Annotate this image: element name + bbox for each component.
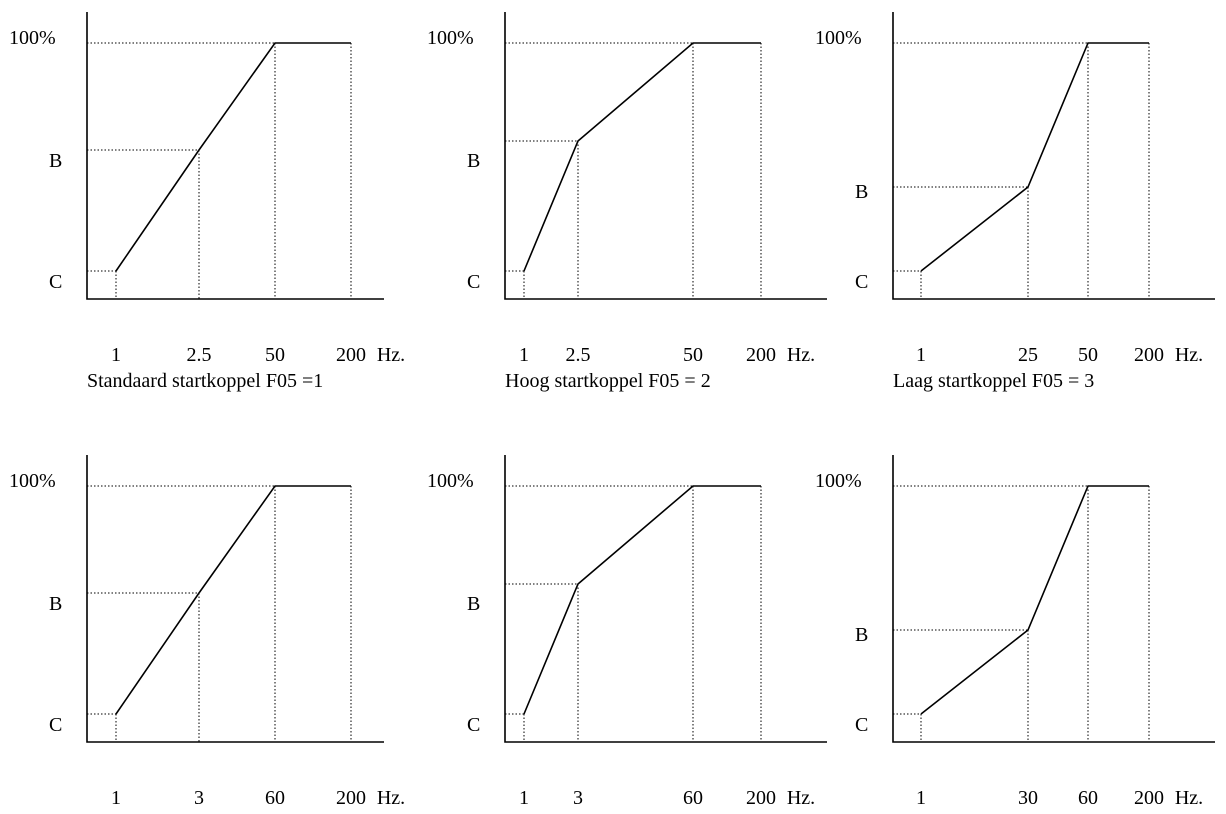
panel-6-axes bbox=[892, 455, 1215, 743]
panel-3-y-label-100: 100% bbox=[815, 27, 862, 49]
panel-3-x-tick-3: 50 bbox=[1078, 344, 1098, 366]
panel-3-caption: Laag startkoppel F05 = 3 bbox=[893, 370, 1094, 392]
panel-1-y-label-c: C bbox=[49, 271, 62, 293]
panel-6-x-tick-2: 30 bbox=[1018, 787, 1038, 809]
panel-2-axes bbox=[504, 12, 827, 300]
panel-4-x-tick-3: 60 bbox=[265, 787, 285, 809]
panel-2-vf-curve bbox=[523, 42, 761, 272]
panel-4-x-tick-1: 1 bbox=[111, 787, 121, 809]
panel-3-x-tick-1: 1 bbox=[916, 344, 926, 366]
panel-1-x-tick-4: 200 bbox=[336, 344, 366, 366]
panel-6-y-label-100: 100% bbox=[815, 470, 862, 492]
panel-1-caption: Standaard startkoppel F05 =1 bbox=[87, 370, 323, 392]
panel-1-vf-curve bbox=[115, 42, 351, 272]
panel-3-y-label-b: B bbox=[855, 181, 868, 203]
panel-2-x-tick-3: 50 bbox=[683, 344, 703, 366]
panel-2-x-tick-1: 1 bbox=[519, 344, 529, 366]
panel-5-x-tick-3: 60 bbox=[683, 787, 703, 809]
panel-5-vf-curve bbox=[523, 485, 761, 715]
panel-1-x-tick-3: 50 bbox=[265, 344, 285, 366]
panel-4-vf-curve bbox=[115, 485, 351, 715]
panel-6-x-tick-3: 60 bbox=[1078, 787, 1098, 809]
panel-6-x-tick-4: 200 bbox=[1134, 787, 1164, 809]
panel-5-x-tick-2: 3 bbox=[573, 787, 583, 809]
panel-5-x-tick-4: 200 bbox=[746, 787, 776, 809]
panel-6-y-label-c: C bbox=[855, 714, 868, 736]
panel-1-unit-label: Hz. bbox=[377, 344, 405, 366]
panel-5-axes bbox=[504, 455, 827, 743]
panel-3-unit-label: Hz. bbox=[1175, 344, 1203, 366]
panel-1-x-tick-1: 1 bbox=[111, 344, 121, 366]
panel-5-x-tick-1: 1 bbox=[519, 787, 529, 809]
panel-2-caption: Hoog startkoppel F05 = 2 bbox=[505, 370, 711, 392]
panel-4-y-label-c: C bbox=[49, 714, 62, 736]
panel-2-x-tick-4: 200 bbox=[746, 344, 776, 366]
panel-4-x-tick-2: 3 bbox=[194, 787, 204, 809]
panel-1-y-label-100: 100% bbox=[9, 27, 56, 49]
panel-6-unit-label: Hz. bbox=[1175, 787, 1203, 809]
panel-2-x-tick-2: 2.5 bbox=[566, 344, 591, 366]
panel-4-axes bbox=[86, 455, 384, 743]
panel-5-y-label-100: 100% bbox=[427, 470, 474, 492]
panel-6-y-label-b: B bbox=[855, 624, 868, 646]
panel-2-unit-label: Hz. bbox=[787, 344, 815, 366]
panel-3-axes bbox=[892, 12, 1215, 300]
panel-2-y-label-100: 100% bbox=[427, 27, 474, 49]
panel-4-unit-label: Hz. bbox=[377, 787, 405, 809]
panel-3-x-tick-4: 200 bbox=[1134, 344, 1164, 366]
panel-2-y-label-c: C bbox=[467, 271, 480, 293]
panel-3-y-label-c: C bbox=[855, 271, 868, 293]
panel-4-x-tick-4: 200 bbox=[336, 787, 366, 809]
panel-2-y-label-b: B bbox=[467, 150, 480, 172]
panel-3-x-tick-2: 25 bbox=[1018, 344, 1038, 366]
panel-5-y-label-c: C bbox=[467, 714, 480, 736]
panel-5-y-label-b: B bbox=[467, 593, 480, 615]
panel-6-x-tick-1: 1 bbox=[916, 787, 926, 809]
panel-4-y-label-b: B bbox=[49, 593, 62, 615]
panel-5-unit-label: Hz. bbox=[787, 787, 815, 809]
panel-1-x-tick-2: 2.5 bbox=[187, 344, 212, 366]
panel-1-y-label-b: B bbox=[49, 150, 62, 172]
panel-1-axes bbox=[86, 12, 384, 300]
panel-3-vf-curve bbox=[920, 42, 1149, 272]
panel-6-vf-curve bbox=[920, 485, 1149, 715]
panel-4-y-label-100: 100% bbox=[9, 470, 56, 492]
